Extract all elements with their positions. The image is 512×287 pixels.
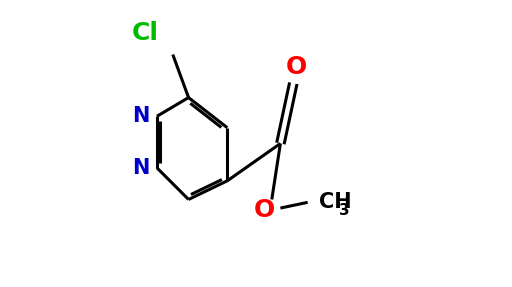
Text: CH: CH xyxy=(319,192,352,212)
Text: 3: 3 xyxy=(338,203,349,218)
Text: O: O xyxy=(286,55,307,79)
Text: O: O xyxy=(254,197,275,222)
Text: N: N xyxy=(133,158,150,178)
Text: N: N xyxy=(133,106,150,126)
Text: Cl: Cl xyxy=(132,21,159,45)
